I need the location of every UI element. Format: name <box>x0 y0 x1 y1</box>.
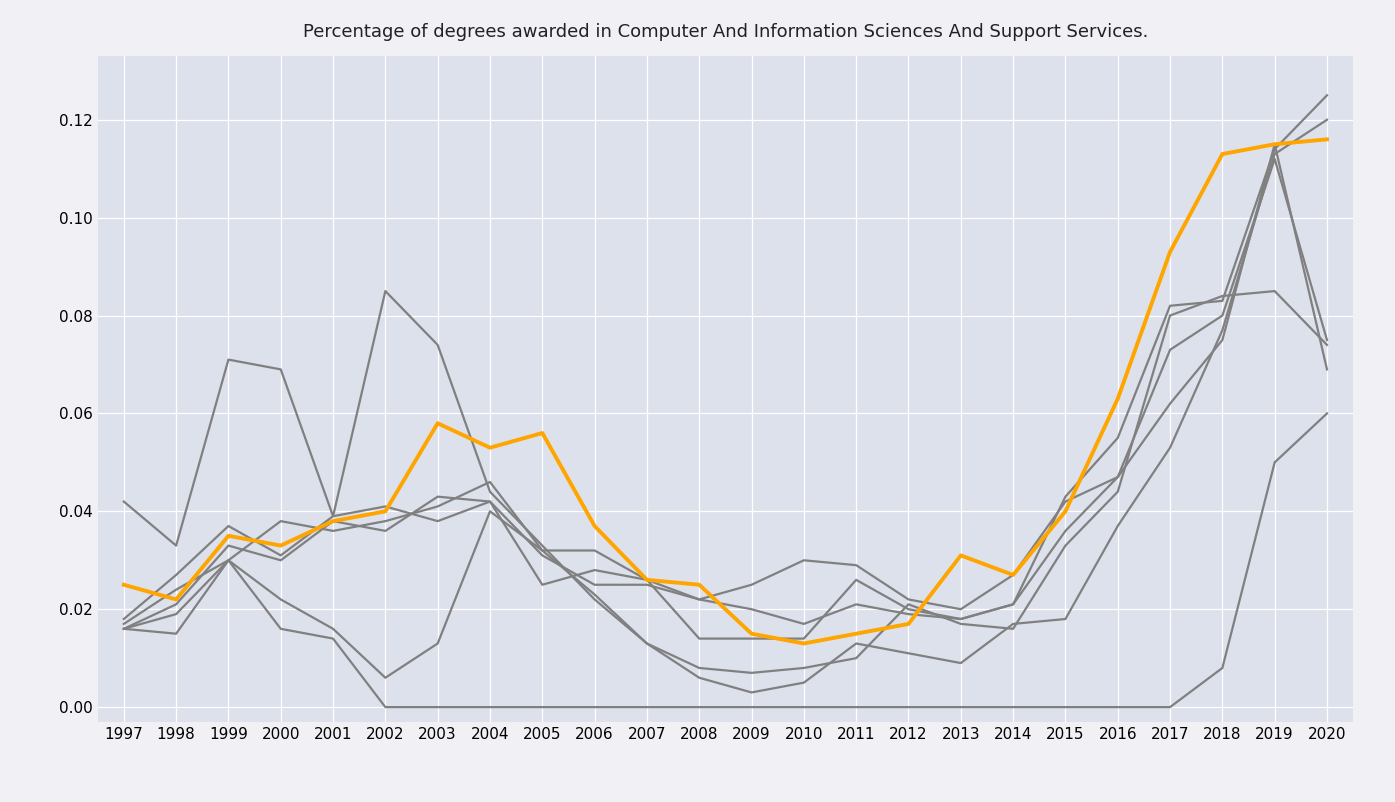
Title: Percentage of degrees awarded in Computer And Information Sciences And Support S: Percentage of degrees awarded in Compute… <box>303 22 1148 41</box>
